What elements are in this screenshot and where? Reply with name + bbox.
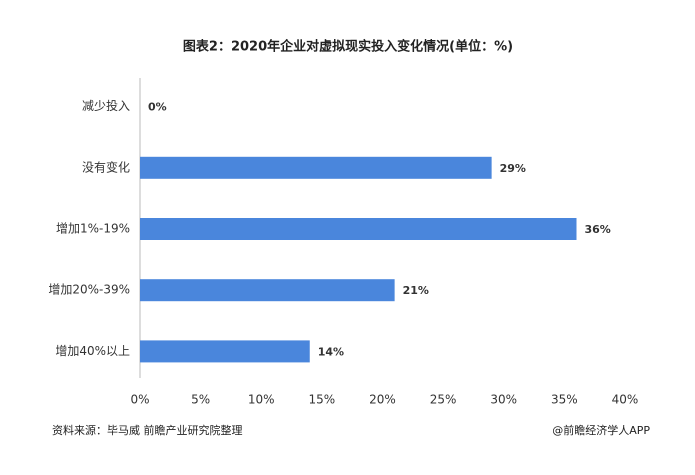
bar <box>140 279 395 302</box>
credit: @前瞻经济学人APP <box>552 423 650 437</box>
value-label: 14% <box>318 345 344 358</box>
x-tick-label: 35% <box>551 393 578 407</box>
x-tick-label: 25% <box>430 393 457 407</box>
bar <box>140 156 492 179</box>
y-tick-label: 增加1%-19% <box>56 222 130 236</box>
chart-title: 图表2：2020年企业对虚拟现实投入变化情况(单位：%) <box>183 39 513 55</box>
value-label: 0% <box>148 101 167 114</box>
x-tick-label: 20% <box>369 393 396 407</box>
value-label: 36% <box>585 223 611 236</box>
x-tick-label: 0% <box>130 393 149 407</box>
x-tick-label: 15% <box>309 393 336 407</box>
bar <box>140 218 577 240</box>
x-tick-label: 10% <box>248 393 275 407</box>
y-tick-label: 减少投入 <box>82 98 130 113</box>
x-tick-label: 40% <box>612 393 639 407</box>
y-tick-label: 增加20%-39% <box>48 283 130 297</box>
value-label: 21% <box>403 284 429 297</box>
y-tick-label: 增加40%以上 <box>55 344 130 358</box>
x-tick-label: 5% <box>191 393 210 407</box>
source: 资料来源：毕马威 前瞻产业研究院整理 <box>52 423 243 437</box>
y-tick-label: 没有变化 <box>82 159 130 174</box>
bar <box>140 340 310 363</box>
value-label: 29% <box>500 162 526 175</box>
x-tick-label: 30% <box>490 393 517 407</box>
